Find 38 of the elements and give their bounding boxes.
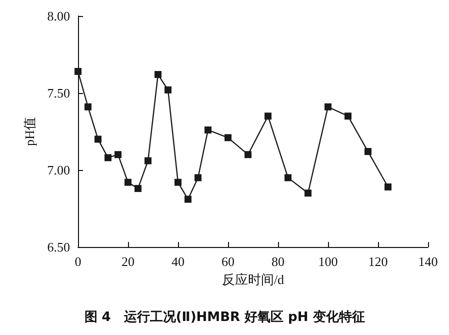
x-tick-label: 40	[172, 254, 184, 269]
point	[204, 126, 212, 134]
point	[384, 183, 392, 190]
point	[324, 103, 332, 110]
y-axis-title: pH值	[22, 117, 37, 146]
y-tick-label: 6.50	[47, 240, 70, 254]
x-tick-label: 20	[122, 254, 134, 269]
x-axis-title: 反应时间/d	[222, 272, 285, 287]
point	[284, 174, 292, 182]
y-tick-label: 8.00	[47, 8, 70, 24]
point	[194, 174, 202, 182]
point	[154, 71, 162, 78]
x-tick-label: 100	[318, 254, 338, 269]
point	[304, 190, 312, 197]
point	[164, 86, 172, 94]
point	[144, 157, 152, 164]
point	[174, 178, 182, 186]
point	[74, 68, 82, 75]
point	[124, 178, 132, 186]
x-tick-label: 120	[368, 254, 388, 269]
point	[264, 112, 272, 120]
point	[114, 151, 122, 158]
point	[134, 184, 142, 192]
point	[104, 154, 112, 162]
x-tick-label: 0	[74, 254, 82, 269]
x-tick-label: 140	[418, 254, 438, 269]
x-tick-label: 60	[222, 254, 234, 269]
text: 图 4 运行工况(Ⅱ)HMBR 好氧区 pH 变化特征	[84, 309, 365, 325]
point	[364, 148, 372, 156]
point	[84, 103, 92, 110]
point	[344, 112, 352, 120]
point	[224, 134, 232, 142]
y-tick-label: 7.00	[47, 162, 70, 178]
x-tick-label: 80	[272, 254, 284, 269]
point	[244, 151, 252, 158]
point	[94, 136, 102, 143]
y-tick-label: 7.50	[47, 86, 70, 100]
point	[184, 196, 192, 203]
